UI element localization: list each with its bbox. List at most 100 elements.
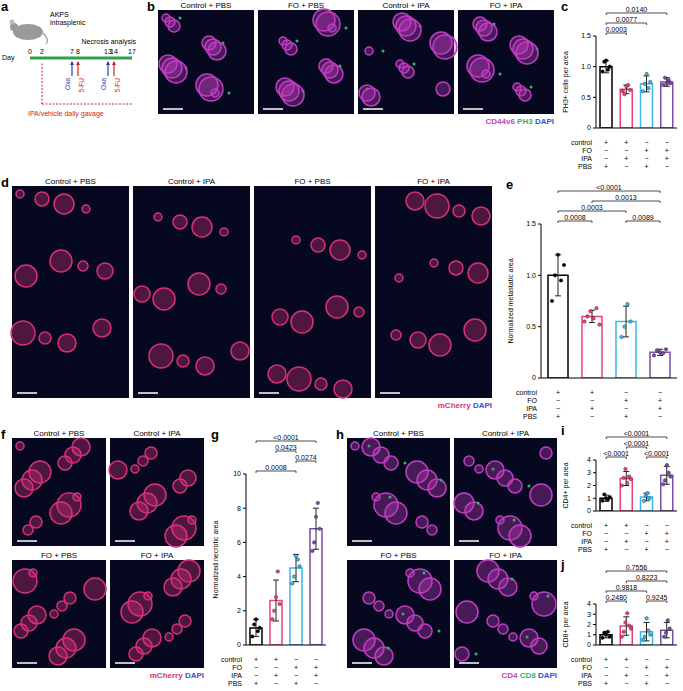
svg-text:<0.0001: <0.0001 [596,184,622,191]
svg-text:Control + IPA: Control + IPA [168,177,216,186]
svg-text:b: b [147,0,155,14]
svg-text:3: 3 [587,469,591,476]
svg-text:IPA/vehicle daily gavage: IPA/vehicle daily gavage [28,110,104,118]
svg-text:mCherry DAPI: mCherry DAPI [150,671,204,680]
svg-text:0.5: 0.5 [526,323,536,330]
svg-text:0: 0 [237,641,241,648]
svg-text:Oxa: Oxa [64,78,71,90]
svg-text:<0.0001: <0.0001 [273,434,299,441]
svg-text:CD8+ per area: CD8+ per area [562,601,570,647]
svg-text:a: a [1,0,9,14]
svg-text:0.9818: 0.9818 [616,584,638,591]
svg-text:Oxa: Oxa [100,78,107,90]
svg-text:1: 1 [587,631,591,638]
svg-text:FO + IPA: FO + IPA [141,551,174,560]
svg-text:7: 7 [70,48,74,55]
svg-text:5-FU: 5-FU [78,78,85,93]
svg-text:FO + IPA: FO + IPA [489,551,522,560]
svg-text:2: 2 [237,607,241,614]
svg-text:Control + PBS: Control + PBS [45,177,96,186]
svg-text:0: 0 [587,641,591,648]
svg-text:<0.0001: <0.0001 [624,430,650,437]
svg-text:Necrosis analysis: Necrosis analysis [82,38,137,46]
svg-text:0: 0 [587,507,591,514]
svg-text:2: 2 [40,48,44,55]
svg-text:Control + IPA: Control + IPA [482,429,530,438]
svg-text:Control + PBS: Control + PBS [373,429,424,438]
svg-text:2: 2 [587,621,591,628]
svg-text:0.0077: 0.0077 [616,16,638,23]
svg-text:1.0: 1.0 [581,63,591,70]
html-text:g: g [211,427,219,442]
svg-text:0.2480: 0.2480 [606,594,628,601]
html-text:FO: FO [527,397,537,404]
svg-text:0.0003: 0.0003 [581,204,603,211]
svg-text:0.0008: 0.0008 [564,214,586,221]
svg-text:d: d [1,176,9,190]
svg-text:FO + PBS: FO + PBS [380,551,416,560]
svg-text:CD4+ per area: CD4+ per area [562,462,570,508]
svg-text:13: 13 [104,48,112,55]
svg-text:1: 1 [587,495,591,502]
svg-text:<0.0001: <0.0001 [644,450,670,457]
svg-text:0.7556: 0.7556 [626,564,648,571]
svg-text:Day: Day [2,54,15,62]
svg-text:mCherry DAPI: mCherry DAPI [438,401,492,410]
html-text:FO: FO [582,147,592,154]
svg-text:f: f [1,428,6,442]
svg-text:10: 10 [233,470,241,477]
svg-text:0.8223: 0.8223 [636,574,658,581]
svg-text:Control + IPA: Control + IPA [382,1,430,10]
svg-text:CD44v6 PH3 DAPI: CD44v6 PH3 DAPI [486,117,555,126]
html-text:PBS: PBS [578,163,592,170]
svg-text:4: 4 [237,573,241,580]
svg-text:14: 14 [110,48,118,55]
svg-text:2: 2 [587,482,591,489]
svg-text:6: 6 [237,539,241,546]
svg-text:h: h [336,428,344,442]
svg-text:Normalized necrotic area: Normalized necrotic area [212,520,219,598]
svg-text:PH3+ cells per area: PH3+ cells per area [562,51,570,113]
svg-text:0.5: 0.5 [581,94,591,101]
svg-text:0.9245: 0.9245 [646,594,668,601]
svg-text:0.0274: 0.0274 [295,454,317,461]
svg-text:8: 8 [76,48,80,55]
svg-text:1.5: 1.5 [526,220,536,227]
html-text:control: control [571,139,592,146]
svg-text:3: 3 [587,611,591,618]
svg-text:0.0423: 0.0423 [275,444,297,451]
svg-text:5-FU: 5-FU [114,78,121,93]
svg-text:<0.0001: <0.0001 [604,450,630,457]
svg-text:0: 0 [28,48,32,55]
svg-text:1.5: 1.5 [581,32,591,39]
html-text:IPA: IPA [581,155,592,162]
svg-text:0.0008: 0.0008 [265,464,287,471]
html-text:e: e [506,177,514,192]
svg-text:8: 8 [237,505,241,512]
svg-text:Control + PBS: Control + PBS [34,429,85,438]
svg-text:CD4 CD8 DAPI: CD4 CD8 DAPI [501,671,557,680]
svg-text:<0.0001: <0.0001 [624,440,650,447]
svg-text:Control + IPA: Control + IPA [133,429,181,438]
svg-text:AKPS: AKPS [50,11,69,18]
svg-text:intrasplenic: intrasplenic [50,19,86,27]
svg-text:0: 0 [587,124,591,131]
svg-text:0.0140: 0.0140 [626,6,648,13]
svg-text:4: 4 [587,456,591,463]
svg-text:FO + PBS: FO + PBS [41,551,77,560]
svg-text:FO + IPA: FO + IPA [490,1,523,10]
svg-text:1.0: 1.0 [526,272,536,279]
svg-text:0: 0 [532,374,536,381]
svg-text:4: 4 [587,600,591,607]
svg-text:Normalized metastatic area: Normalized metastatic area [507,258,514,343]
svg-text:0.0089: 0.0089 [632,214,654,221]
html-text:control: control [516,389,537,396]
html-text:c: c [561,0,569,14]
svg-text:0.0013: 0.0013 [615,194,637,201]
svg-text:FO + PBS: FO + PBS [288,1,324,10]
svg-text:0.0003: 0.0003 [606,26,628,33]
svg-text:17: 17 [128,48,136,55]
svg-text:FO + PBS: FO + PBS [294,177,330,186]
svg-text:Control + PBS: Control + PBS [181,1,232,10]
svg-text:FO + IPA: FO + IPA [417,177,450,186]
